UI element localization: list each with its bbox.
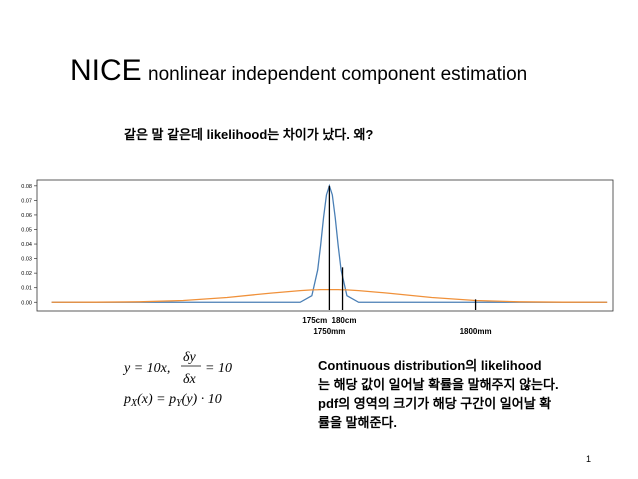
formula-part: δx [183,372,197,387]
formula-part: Y [176,398,183,409]
annotation: 175cm [302,316,327,325]
explanation: Continuous distribution의 likelihood 는 해당… [318,358,559,430]
question: 같은 말 같은데 likelihood는 차이가 났다. 왜? [124,127,373,142]
formula-part: (x) = [137,392,169,407]
formula-part: X [130,398,138,409]
formula-part: p [168,392,176,407]
formula-part: p [123,392,131,407]
y-tick-label: 0.00 [21,300,32,306]
title-main: NICE [70,54,142,87]
formula-part: (y) · 10 [182,392,222,407]
annotation: 1800mm [460,327,492,336]
explanation-line: 는 해당 값이 일어날 확률을 말해주지 않는다. [318,377,559,392]
formula-part: = 10 [205,361,232,376]
y-tick-label: 0.06 [21,213,32,219]
explanation-line: Continuous distribution의 likelihood [318,358,542,373]
y-tick-label: 0.05 [21,227,32,233]
formula-part: y = 10x, [122,361,170,376]
formula-part: pX(x) = pY(y) · 10 [123,392,222,409]
y-tick-label: 0.02 [21,271,32,277]
plot-frame [36,179,614,312]
y-tick-label: 0.01 [21,286,32,292]
annotation: 180cm [332,316,357,325]
title-sub: nonlinear independent component estimati… [148,64,527,85]
series-line [51,183,608,303]
explanation-line: pdf의 영역의 크기가 해당 구간이 일어날 확 [318,396,551,411]
y-tick-label: 0.07 [21,198,32,204]
annotation: 1750mm [313,327,345,336]
y-tick-label: 0.04 [21,242,32,248]
formula-part: δy [183,350,197,365]
chart: 0.00 0.01 0.02 0.03 0.04 0.05 0.06 0.07 0.08 175c… [21,179,614,336]
formula: y = 10x, δy δx = 10 pX(x) = pY(y) · 10 [122,350,232,409]
explanation-line: 률을 말해준다. [318,415,397,430]
y-tick-label: 0.08 [21,184,32,190]
page-number: 1 [586,454,591,464]
y-tick-label: 0.03 [21,257,32,263]
